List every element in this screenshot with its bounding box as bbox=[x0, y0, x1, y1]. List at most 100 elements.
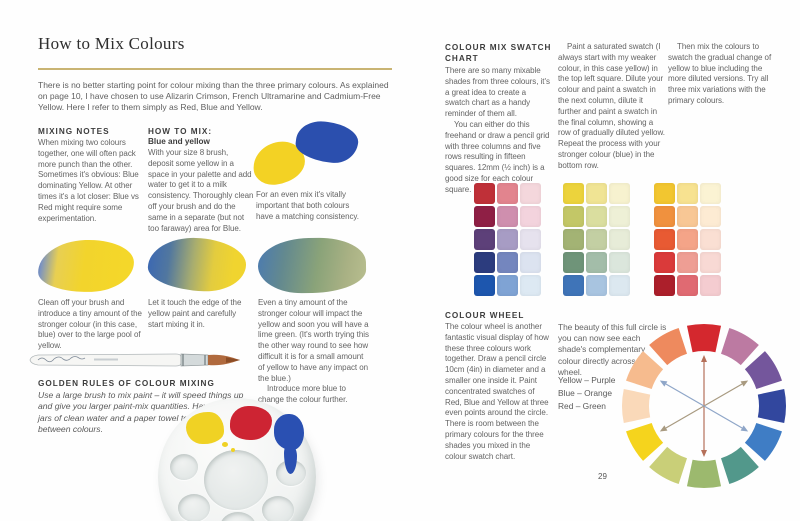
swatch-cell bbox=[520, 183, 541, 204]
swatch-cell bbox=[700, 252, 721, 273]
palette-blue-paint-drip bbox=[284, 444, 297, 474]
swatch-cell bbox=[586, 183, 607, 204]
swatch-cell bbox=[677, 252, 698, 273]
brush-bristles bbox=[208, 354, 240, 366]
arrowhead bbox=[701, 355, 707, 362]
palette-paint-speck bbox=[231, 448, 235, 452]
wheel-segment bbox=[686, 324, 722, 353]
brush-handle-marks bbox=[94, 358, 118, 361]
swatch-cell bbox=[677, 275, 698, 296]
swatch-cell bbox=[497, 206, 518, 227]
step2-paint-mix-blob bbox=[147, 236, 247, 293]
step3-caption: Even a tiny amount of the stronger colou… bbox=[258, 298, 370, 406]
swatch-cell bbox=[700, 206, 721, 227]
wheel-segment bbox=[744, 351, 782, 390]
palette-illustration bbox=[158, 398, 316, 521]
swatch-cell bbox=[609, 252, 630, 273]
consistency-note: For an even mix it's vitally important t… bbox=[256, 190, 359, 221]
swatch-cell bbox=[677, 183, 698, 204]
swatch-cell bbox=[474, 183, 495, 204]
swatch-cell bbox=[609, 183, 630, 204]
title-rule bbox=[38, 68, 392, 70]
arrowhead bbox=[659, 380, 668, 387]
page-number: 29 bbox=[598, 472, 607, 481]
step3-caption-p1: Even a tiny amount of the stronger colou… bbox=[258, 298, 369, 383]
brush-tip bbox=[226, 357, 240, 363]
palette-center-well bbox=[204, 450, 268, 510]
arrowhead bbox=[740, 380, 749, 387]
swatch-cell bbox=[654, 275, 675, 296]
pair-red-green: Red – Green bbox=[558, 401, 606, 411]
brush-handle-script bbox=[37, 356, 86, 363]
wheel-segment bbox=[622, 388, 651, 424]
swatch-cell bbox=[563, 252, 584, 273]
swatch-cell bbox=[497, 183, 518, 204]
colour-wheel-illustration bbox=[622, 324, 786, 488]
step1-caption: Clean off your brush and introduce a tin… bbox=[38, 298, 142, 351]
swatch-cell bbox=[586, 275, 607, 296]
step1-paint-mix-blob bbox=[37, 238, 135, 294]
wheel-segment bbox=[626, 351, 664, 390]
swatch-cell bbox=[520, 229, 541, 250]
palette-paint-speck bbox=[222, 442, 228, 447]
swatch-cell bbox=[497, 229, 518, 250]
swatch-cell bbox=[497, 252, 518, 273]
swatch-chart-col2: Paint a saturated swatch (I always start… bbox=[558, 42, 665, 170]
how-to-mix-subheading: Blue and yellow bbox=[148, 137, 210, 146]
swatch-cell bbox=[520, 206, 541, 227]
swatch-cell bbox=[677, 229, 698, 250]
arrowhead bbox=[740, 425, 749, 432]
swatch-cell bbox=[677, 206, 698, 227]
wheel-segment bbox=[626, 422, 664, 461]
pair-blue-orange: Blue – Orange bbox=[558, 388, 613, 398]
swatch-cell bbox=[520, 275, 541, 296]
wheel-segment bbox=[744, 422, 782, 461]
swatch-cell bbox=[474, 206, 495, 227]
swatch-chart-col1: There are so many mixable shades from th… bbox=[445, 66, 551, 196]
swatch-cell bbox=[654, 183, 675, 204]
pair-yellow-purple: Yellow – Purple bbox=[558, 375, 616, 385]
step3-caption-p2: Introduce more blue to change the colour… bbox=[258, 384, 348, 405]
colour-wheel-body: The colour wheel is another fantastic vi… bbox=[445, 322, 549, 461]
swatch-cell bbox=[609, 229, 630, 250]
swatch-cell bbox=[586, 252, 607, 273]
arrowhead bbox=[701, 450, 707, 457]
swatch-cell bbox=[654, 252, 675, 273]
swatch-cell bbox=[609, 206, 630, 227]
wheel-segment bbox=[720, 328, 759, 366]
palette-well bbox=[170, 454, 198, 480]
swatch-cell bbox=[520, 252, 541, 273]
swatch-cell bbox=[474, 229, 495, 250]
golden-rules-heading: GOLDEN RULES OF COLOUR MIXING bbox=[38, 379, 215, 388]
palette-yellow-paint bbox=[186, 412, 224, 444]
how-to-mix-heading: HOW TO MIX: bbox=[148, 127, 213, 136]
swatch-grid-yellow-to-blue bbox=[563, 183, 630, 296]
swatch-chart-heading: COLOUR MIX SWATCH CHART bbox=[445, 43, 552, 63]
swatch-cell bbox=[654, 206, 675, 227]
swatch-chart-col1-p1: There are so many mixable shades from th… bbox=[445, 66, 550, 119]
complementary-arrow-blue-orange bbox=[665, 383, 743, 429]
wheel-segment bbox=[686, 459, 722, 488]
wheel-segment bbox=[757, 388, 786, 424]
page-title: How to Mix Colours bbox=[38, 34, 185, 53]
colour-wheel-heading: COLOUR WHEEL bbox=[445, 311, 525, 320]
mixing-notes-heading: MIXING NOTES bbox=[38, 127, 110, 136]
swatch-chart-col1-p2: You can either do this freehand or draw … bbox=[445, 119, 550, 194]
swatch-cell bbox=[474, 275, 495, 296]
swatch-grid-yellow-to-red bbox=[654, 183, 721, 296]
how-to-mix-body: With your size 8 brush, deposit some yel… bbox=[148, 148, 254, 233]
swatch-cell bbox=[654, 229, 675, 250]
swatch-cell bbox=[563, 206, 584, 227]
step2-caption: Let it touch the edge of the yellow pain… bbox=[148, 298, 242, 329]
wheel-segment bbox=[720, 446, 759, 484]
arrowhead bbox=[659, 425, 668, 432]
palette-well bbox=[262, 496, 294, 521]
swatch-cell bbox=[700, 229, 721, 250]
golden-rules-body: Use a large brush to mix paint – it will… bbox=[38, 390, 244, 435]
swatch-cell bbox=[586, 229, 607, 250]
paintbrush-illustration bbox=[29, 353, 240, 367]
swatch-cell bbox=[700, 275, 721, 296]
step3-paint-mix-blob bbox=[257, 237, 367, 294]
swatch-cell bbox=[586, 206, 607, 227]
